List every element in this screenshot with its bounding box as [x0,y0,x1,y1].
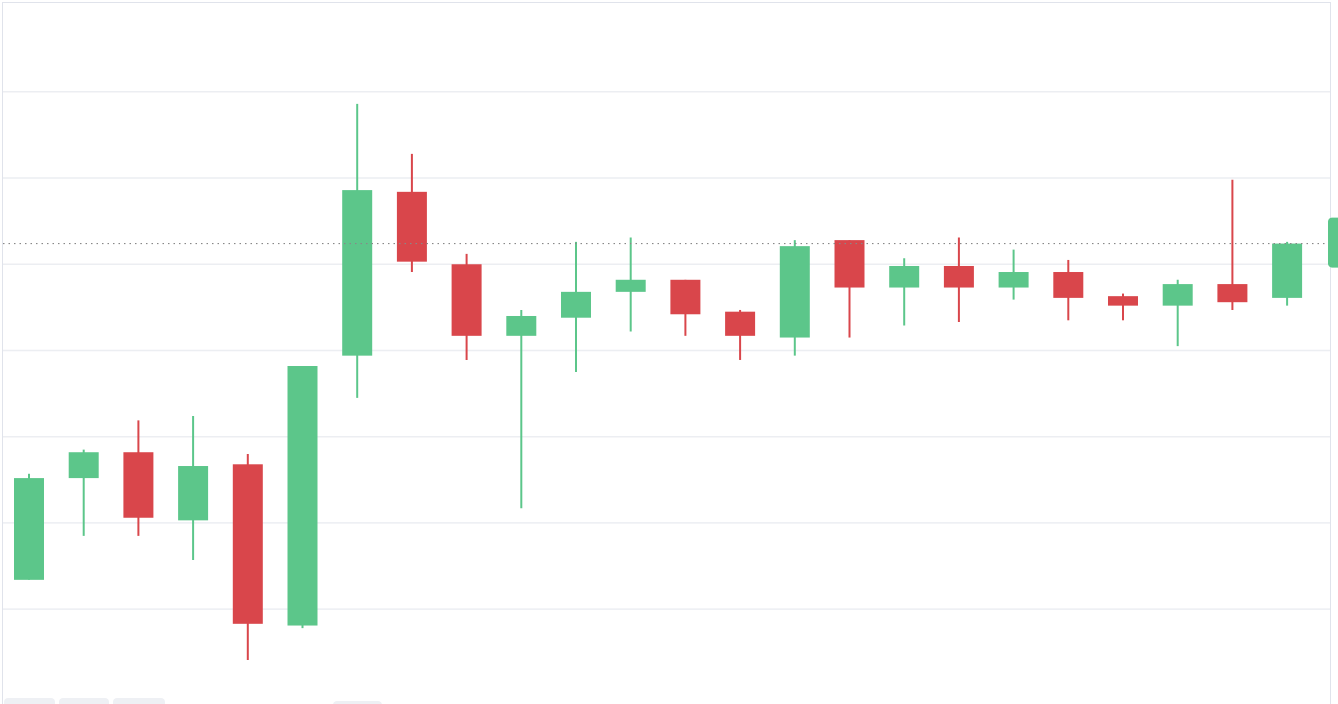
candle-body [506,315,537,336]
candle-body [725,311,756,336]
candle-body [123,452,154,518]
candle-body [889,265,920,288]
candle-body [232,464,263,624]
tab[interactable] [59,698,109,704]
candle-body [1108,296,1138,306]
candle-body [998,272,1029,288]
candle-body [1217,284,1248,303]
candle-body [396,191,427,262]
candle-body [68,452,99,479]
price-tag [1328,217,1338,268]
candle-body [1272,243,1303,298]
candle-body [451,264,482,336]
tab[interactable] [333,701,382,704]
candle-body [561,291,591,318]
candle-body [834,240,865,288]
candle-body [779,246,810,338]
candle-body [1162,284,1193,306]
candle-body [14,478,44,580]
candle-body [178,466,209,521]
candle-body [1053,272,1084,298]
candle-body [670,279,701,315]
tab[interactable] [113,698,165,704]
tab[interactable] [4,698,55,704]
candle-body [943,265,974,288]
candle-body [342,190,373,356]
candle-body [615,279,646,292]
candle-body [287,366,318,626]
